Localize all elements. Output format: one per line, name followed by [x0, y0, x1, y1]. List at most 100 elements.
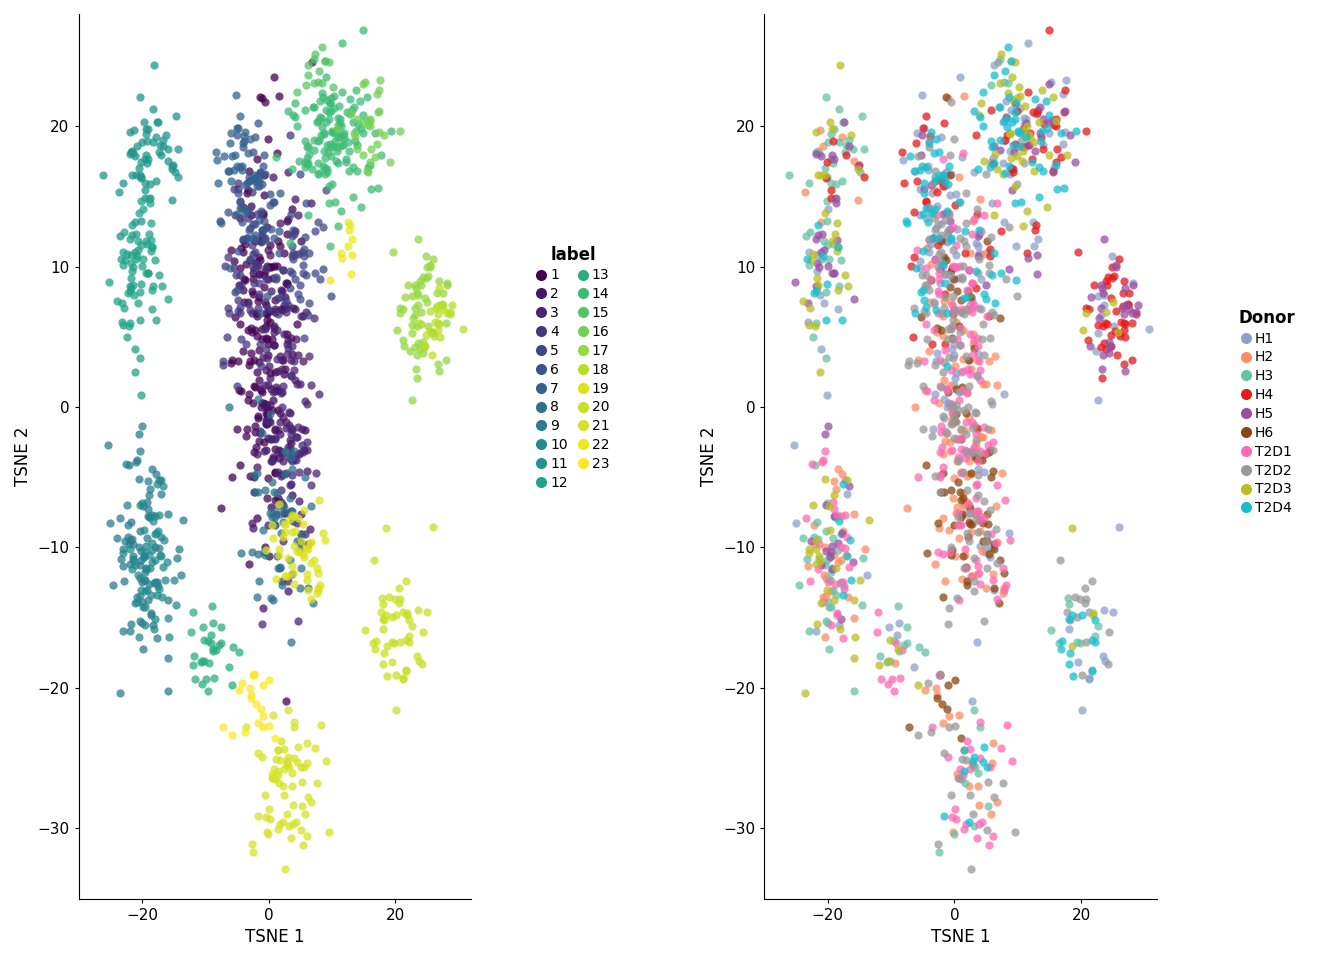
Point [980, 549, 1001, 564]
Point [945, 406, 966, 421]
Point [927, 144, 949, 159]
Point [1102, 605, 1124, 620]
Point [254, 483, 276, 498]
Point [966, 476, 988, 492]
Point [152, 478, 173, 493]
Point [266, 768, 288, 783]
Point [941, 94, 962, 109]
Point [259, 397, 281, 413]
Point [339, 107, 360, 122]
Point [284, 576, 305, 591]
Point [413, 335, 434, 350]
Point [294, 526, 316, 541]
Point [239, 131, 261, 146]
Point [306, 775, 328, 790]
Point [1060, 608, 1082, 623]
Point [941, 405, 962, 420]
Point [986, 555, 1008, 570]
Point [1058, 621, 1079, 636]
Point [953, 444, 974, 460]
Point [1001, 69, 1023, 84]
Point [1078, 301, 1099, 317]
Point [222, 639, 243, 655]
Point [304, 142, 325, 157]
Point [903, 163, 925, 179]
Point [969, 817, 991, 832]
Point [999, 219, 1020, 234]
Point [927, 845, 949, 860]
Point [886, 628, 907, 643]
Point [918, 199, 939, 214]
Point [905, 305, 926, 321]
Point [263, 337, 285, 352]
Point [954, 541, 976, 557]
Point [930, 352, 952, 368]
Point [263, 761, 285, 777]
Point [870, 671, 891, 686]
Point [973, 84, 995, 100]
Point [938, 322, 960, 337]
Point [359, 154, 380, 169]
Point [833, 114, 855, 130]
Point [820, 572, 841, 588]
Point [1013, 110, 1035, 126]
Point [269, 245, 290, 260]
Point [247, 173, 269, 188]
Point [890, 670, 911, 685]
Point [827, 535, 848, 550]
Point [1016, 203, 1038, 218]
Point [800, 252, 821, 268]
Point [784, 437, 805, 452]
Point [999, 158, 1020, 174]
Point [954, 426, 976, 442]
Point [931, 466, 953, 481]
Point [973, 286, 995, 301]
Point [913, 293, 934, 308]
Point [284, 524, 305, 540]
Point [950, 517, 972, 533]
Point [293, 249, 314, 264]
Point [1012, 122, 1034, 137]
Point [817, 134, 839, 150]
Point [825, 243, 847, 258]
Point [337, 215, 359, 230]
X-axis label: TSNE 1: TSNE 1 [931, 928, 991, 947]
Point [919, 177, 941, 192]
Point [945, 506, 966, 521]
Point [997, 84, 1019, 100]
Point [1062, 668, 1083, 684]
Point [965, 264, 986, 279]
Point [870, 648, 891, 663]
Point [810, 557, 832, 572]
Point [261, 474, 282, 490]
Point [966, 426, 988, 442]
Point [259, 259, 281, 275]
Point [243, 168, 265, 183]
Point [144, 526, 165, 541]
Point [146, 631, 168, 646]
Point [301, 591, 323, 607]
Point [117, 247, 138, 262]
Point [937, 222, 958, 237]
Point [278, 507, 300, 522]
Point [254, 166, 276, 181]
Point [402, 324, 423, 340]
Point [323, 88, 344, 104]
Point [1043, 165, 1064, 180]
Point [251, 322, 273, 337]
Point [239, 220, 261, 235]
Point [242, 265, 263, 280]
Point [802, 497, 824, 513]
Point [883, 634, 905, 649]
Point [844, 630, 866, 645]
Point [966, 202, 988, 217]
Point [1125, 304, 1146, 320]
Point [245, 216, 266, 231]
Point [943, 336, 965, 351]
Point [992, 560, 1013, 575]
Point [1003, 137, 1024, 153]
Point [402, 318, 423, 333]
Point [419, 324, 441, 339]
Point [262, 271, 284, 286]
Point [818, 114, 840, 130]
